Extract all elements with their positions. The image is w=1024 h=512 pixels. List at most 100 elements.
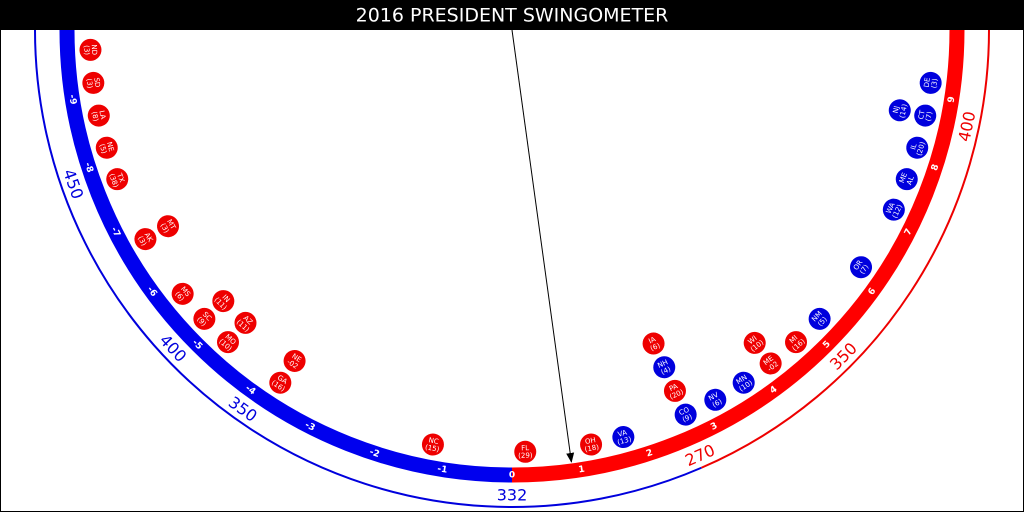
needle [511, 29, 575, 463]
state-votes: (29) [518, 452, 533, 460]
scale-tick-label: 8 [930, 163, 941, 172]
state-votes: (13) [616, 435, 632, 447]
state-marker: NM(5) [808, 307, 831, 330]
state-circle [171, 282, 194, 305]
state-marker: NE(5) [95, 136, 118, 159]
state-marker: ND(3) [79, 38, 102, 61]
scale-tick-label: -9 [66, 94, 77, 105]
scale-tick-label: 4 [768, 385, 779, 397]
state-circle [514, 440, 537, 463]
state-votes: (4) [660, 365, 673, 376]
state-name: IN [220, 293, 231, 304]
scale-tick-label: -4 [243, 383, 257, 397]
state-marker: NH(4) [653, 356, 676, 379]
state-circle [216, 331, 239, 354]
state-circle [850, 256, 873, 279]
outer-line-right [701, 29, 990, 469]
state-circle [106, 168, 129, 191]
state-marker: WI(10) [743, 331, 766, 354]
state-circle [919, 71, 942, 94]
state-circle [642, 332, 665, 355]
state-circle [79, 38, 102, 61]
state-marker: MI(16) [785, 331, 808, 354]
state-marker: NE-02 [283, 349, 306, 372]
state-circle [895, 168, 918, 191]
scale-tick-label: 9 [947, 96, 958, 104]
state-marker: IA(6) [642, 332, 665, 355]
state-circle [134, 228, 157, 251]
state-marker: AK(3) [134, 228, 157, 251]
state-marker: MN(10) [732, 371, 755, 394]
state-name: NV [707, 391, 720, 403]
state-marker: WA(12) [882, 198, 905, 221]
scale-tick-label: -1 [437, 464, 448, 475]
state-marker: MS(6) [171, 282, 194, 305]
state-name: CT [917, 109, 927, 120]
scale-tick-label: 7 [903, 227, 915, 237]
state-name: FL [521, 444, 529, 452]
state-circle [759, 352, 782, 375]
state-name: TX [115, 171, 126, 183]
state-votes: (3) [85, 78, 94, 89]
state-circle [193, 307, 216, 330]
scale-tick-label: -6 [145, 285, 159, 299]
state-marker: SD(3) [82, 71, 105, 94]
scale-band-left [59, 29, 513, 483]
state-votes: (3) [82, 45, 90, 56]
state-name: LA [97, 110, 107, 120]
scale-tick-label: 0 [509, 471, 515, 481]
state-marker: FL(29) [514, 440, 537, 463]
state-name: ME [898, 172, 909, 185]
state-circle [674, 403, 697, 426]
state-circle [808, 307, 831, 330]
state-circle [87, 104, 110, 127]
state-votes: (3) [159, 222, 171, 235]
state-votes: (15) [424, 443, 440, 454]
scale-tick-label: 5 [821, 339, 833, 351]
state-name: DE [923, 77, 932, 88]
state-name: WI [747, 334, 759, 346]
state-circle [612, 426, 635, 449]
state-circle [283, 349, 306, 372]
state-name: NH [656, 358, 669, 370]
state-votes: AL [905, 175, 916, 186]
state-circle [234, 311, 257, 334]
state-circle [212, 290, 235, 313]
state-marker: NV(6) [704, 388, 727, 411]
scale-band-right [511, 29, 965, 483]
state-marker: SC(9) [193, 307, 216, 330]
state-marker: OH(18) [580, 433, 603, 456]
state-marker: ME-02 [759, 352, 782, 375]
state-circle [421, 433, 444, 456]
title: 2016 PRESIDENT SWINGOMETER [356, 5, 669, 27]
scale-tick-label: -8 [82, 161, 95, 174]
state-circle [157, 215, 180, 238]
state-marker: PA(20) [663, 379, 686, 402]
state-votes: (5) [98, 143, 109, 155]
state-marker: OR(7) [850, 256, 873, 279]
state-votes: (3) [930, 78, 939, 89]
electoral-label: 332 [497, 486, 528, 505]
state-name: PA [668, 382, 679, 393]
state-circle [269, 371, 292, 394]
state-circle [663, 379, 686, 402]
outer-line-left [34, 29, 702, 508]
state-circle [82, 71, 105, 94]
state-marker: LA(8) [87, 104, 110, 127]
scale-tick-label: 3 [709, 421, 719, 433]
scale-tick-label: -3 [303, 420, 316, 433]
state-name: SD [92, 77, 101, 88]
state-name: NJ [892, 105, 901, 114]
state-name: IL [909, 143, 918, 151]
scale-tick-label: -7 [108, 226, 121, 239]
scale-tick-label: 1 [578, 465, 586, 476]
state-circle [743, 331, 766, 354]
state-name: VA [617, 429, 628, 439]
state-marker: MO(10) [216, 331, 239, 354]
state-votes: (20) [915, 141, 927, 157]
state-marker: CT(7) [914, 104, 937, 127]
state-marker: AZ(11) [234, 311, 257, 334]
